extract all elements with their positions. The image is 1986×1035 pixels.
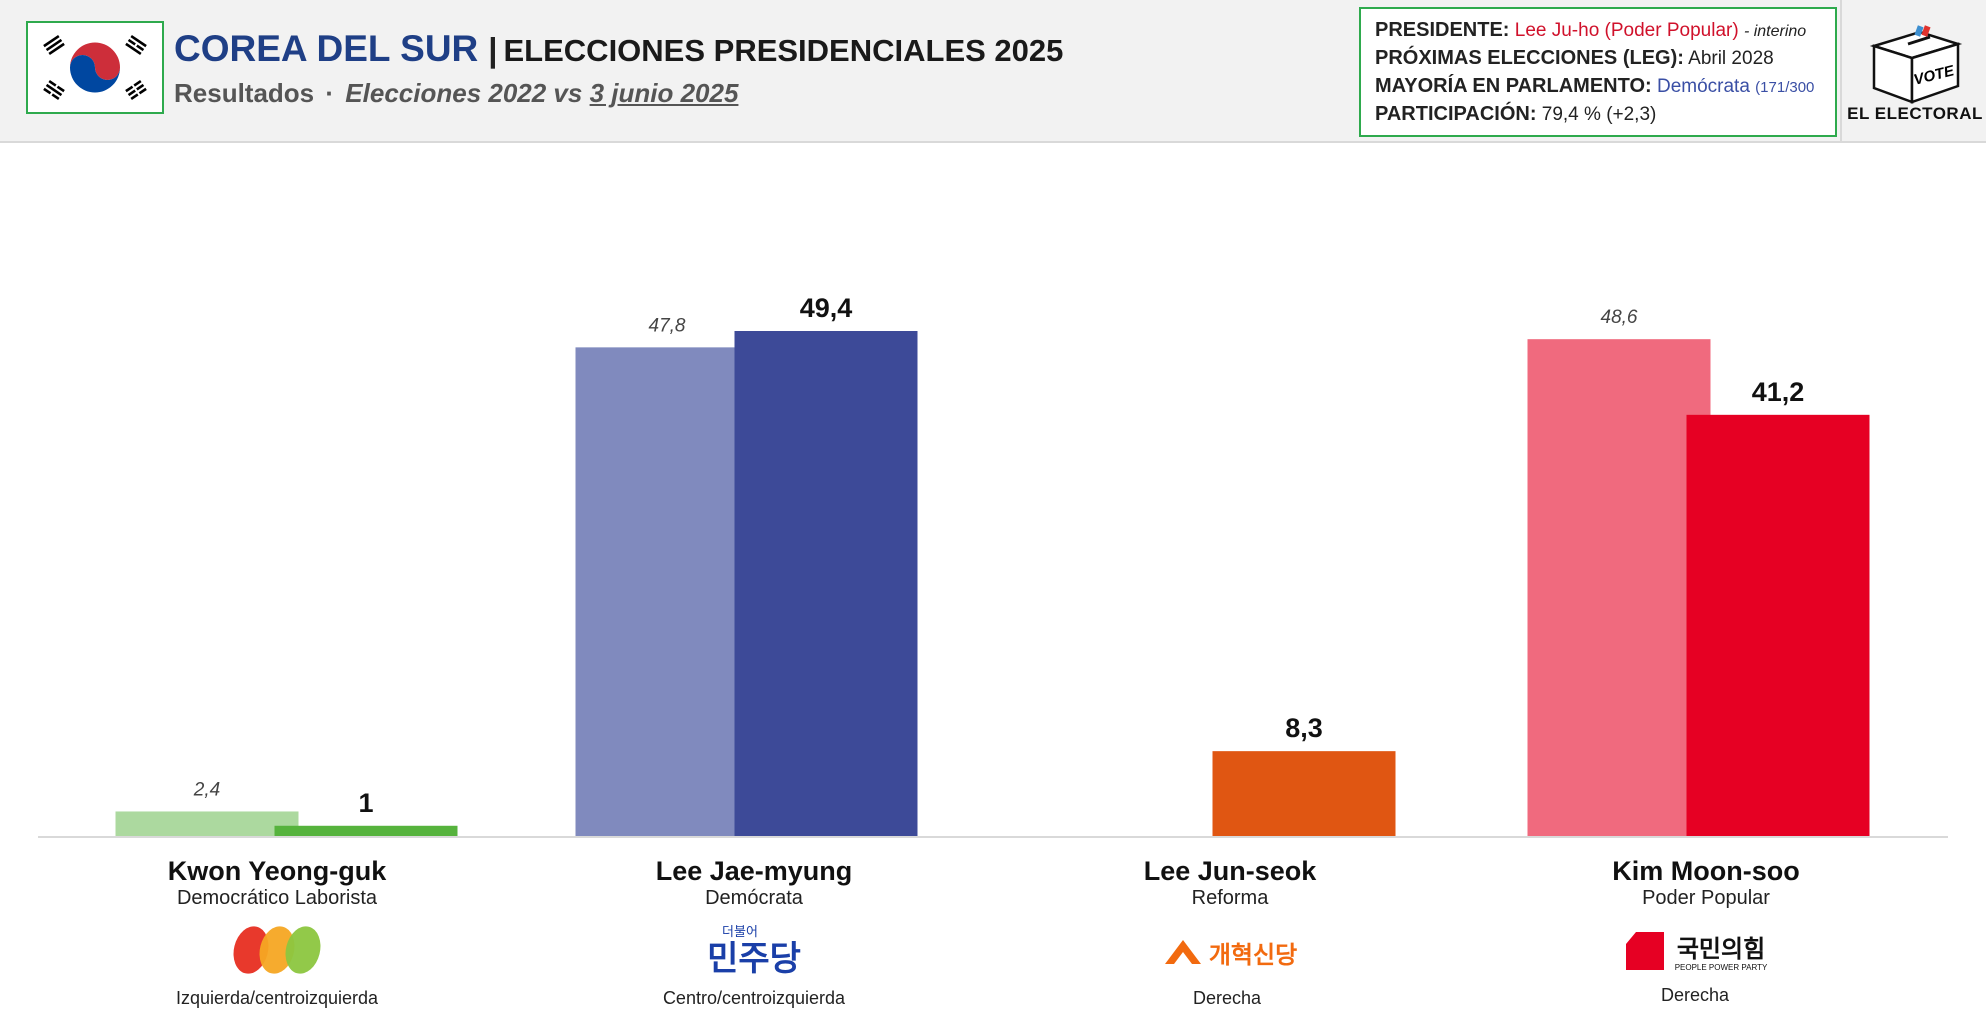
chart-baseline — [38, 836, 1948, 838]
subtitle-compare: Elecciones 2022 vs — [345, 78, 583, 108]
country-title: COREA DEL SUR — [174, 28, 479, 69]
title-separator: | — [488, 31, 498, 68]
majority-seats: (171/300 — [1755, 79, 1815, 96]
bar-2025-kim-moon-soo — [1686, 414, 1870, 836]
info-box: PRESIDENTE: Lee Ju-ho (Poder Popular) - … — [1359, 7, 1837, 137]
info-next-elections: PRÓXIMAS ELECCIONES (LEG): Abril 2028 — [1375, 47, 1774, 70]
info-turnout: PARTICIPACIÓN: 79,4 % (+2,3) — [1375, 103, 1656, 126]
results-chart: 2,4 1 47,8 49,4 8,3 48,6 41,2 — [115, 293, 1870, 836]
ballot-box-icon: VOTE — [1869, 25, 1963, 104]
data-label-2025-kwon: 1 — [358, 788, 373, 818]
data-label-2022-lee-jae-myung: 47,8 — [649, 315, 686, 336]
candidate-kwon: Kwon Yeong-guk Democrático Laborista — [107, 856, 447, 910]
candidate-name: Kim Moon-soo — [1612, 856, 1800, 886]
candidate-name: Lee Jun-seok — [1143, 856, 1317, 886]
democratic-party-logo-text: 민주당 — [707, 939, 801, 976]
president-value: Lee Ju-ho (Poder Popular) — [1514, 20, 1739, 41]
next-elections-label: PRÓXIMAS ELECCIONES (LEG): — [1375, 47, 1684, 69]
democratic-party-logo-small: 더불어 — [722, 925, 758, 940]
data-label-2022-kwon: 2,4 — [193, 779, 220, 800]
president-note: - interino — [1743, 23, 1807, 40]
people-power-party-logo: 국민의힘 PEOPLE POWER PARTY — [1626, 932, 1768, 972]
majority-label: MAYORÍA EN PARLAMENTO: — [1375, 75, 1652, 97]
subtitle: Resultados · Elecciones 2022 vs 3 junio … — [174, 78, 738, 109]
data-label-2022-kim-moon-soo: 48,6 — [1601, 307, 1638, 328]
data-label-2025-kim-moon-soo: 41,2 — [1752, 377, 1805, 407]
bar-2022-lee-jae-myung — [575, 347, 759, 836]
south-korea-flag — [26, 21, 164, 114]
el-electoral-logo: VOTE EL ELECTORAL — [1840, 0, 1986, 141]
ideology-label: Derecha — [1660, 985, 1730, 1005]
ideology-label: Derecha — [1192, 988, 1262, 1008]
info-majority: MAYORÍA EN PARLAMENTO: Demócrata (171/30… — [1375, 75, 1814, 98]
reform-party-logo: 개혁신당 — [1165, 940, 1297, 969]
candidate-party: Demócrata — [705, 887, 803, 909]
candidate-party: Reforma — [1191, 887, 1269, 909]
subtitle-dot: · — [325, 78, 335, 108]
democratic-party-logo: 더불어 민주당 — [707, 925, 801, 976]
bar-2022-kim-moon-soo — [1527, 339, 1711, 836]
election-title: ELECCIONES PRESIDENCIALES 2025 — [503, 33, 1064, 68]
candidate-party: Democrático Laborista — [176, 887, 378, 909]
president-label: PRESIDENTE: — [1375, 19, 1510, 41]
brand-name: EL ELECTORAL — [1847, 104, 1983, 123]
ideology-label: Izquierda/centroizquierda — [175, 988, 379, 1008]
candidate-name: Kwon Yeong-guk — [167, 856, 387, 886]
bar-2025-lee-jae-myung — [734, 331, 918, 836]
candidate-kim-moon-soo: Kim Moon-soo Poder Popular — [1536, 856, 1876, 910]
header: COREA DEL SUR | ELECCIONES PRESIDENCIALES … — [0, 0, 1986, 143]
majority-value: Demócrata — [1656, 76, 1750, 97]
turnout-value: 79,4 % (+2,3) — [1541, 104, 1657, 125]
next-elections-value: Abril 2028 — [1688, 48, 1774, 69]
ideology-label: Centro/centroizquierda — [662, 988, 846, 1008]
people-power-logo-text: 국민의힘 — [1677, 935, 1765, 963]
reform-party-logo-text: 개혁신당 — [1209, 941, 1297, 969]
people-power-logo-small: PEOPLE POWER PARTY — [1675, 963, 1768, 972]
candidate-lee-jun-seok: Lee Jun-seok Reforma — [1060, 856, 1400, 910]
data-label-2025-lee-jae-myung: 49,4 — [800, 293, 853, 323]
bar-2025-kwon — [274, 825, 458, 836]
subtitle-date: 3 junio 2025 — [589, 78, 739, 108]
info-president: PRESIDENTE: Lee Ju-ho (Poder Popular) - … — [1375, 19, 1806, 42]
democratic-labor-party-logo — [233, 926, 321, 974]
subtitle-results: Resultados — [174, 78, 315, 108]
candidate-name: Lee Jae-myung — [655, 856, 853, 886]
turnout-label: PARTICIPACIÓN: — [1375, 103, 1537, 125]
data-label-2025-lee-jun-seok: 8,3 — [1285, 713, 1323, 743]
candidate-party: Poder Popular — [1642, 887, 1770, 909]
bar-2022-kwon — [115, 811, 299, 836]
page-title: COREA DEL SUR | ELECCIONES PRESIDENCIALES … — [174, 28, 1063, 70]
bar-2025-lee-jun-seok — [1212, 751, 1396, 836]
candidate-lee-jae-myung: Lee Jae-myung Demócrata — [584, 856, 924, 910]
